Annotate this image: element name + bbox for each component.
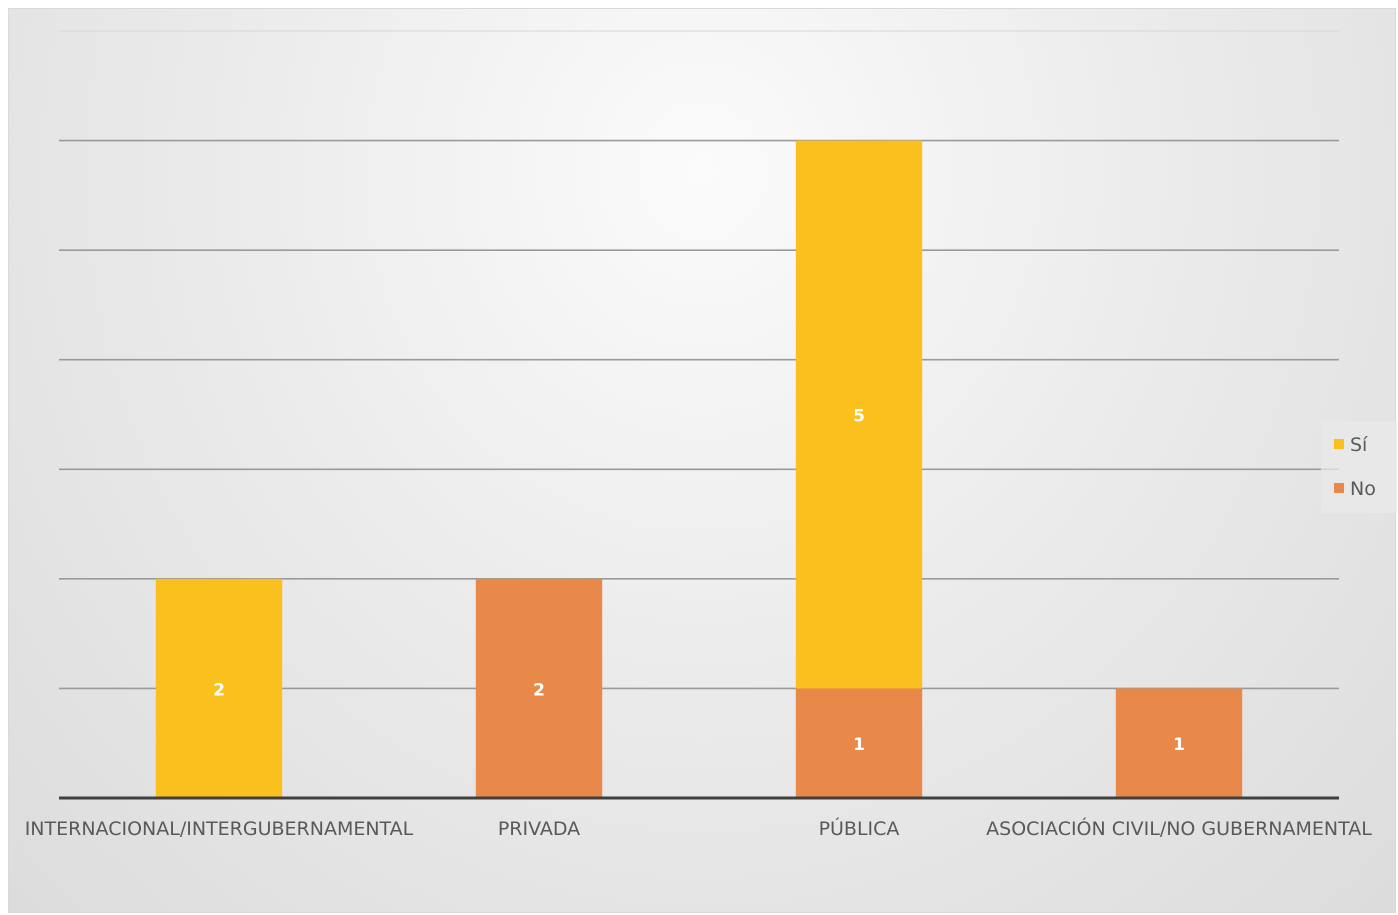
x-tick-labels: INTERNACIONAL/INTERGUBERNAMENTAL PRIVADA P… xyxy=(25,816,1373,840)
x-tick-label-privada: PRIVADA xyxy=(498,818,580,840)
data-label-internacional-intergubernamental-si: 2 xyxy=(213,680,225,700)
legend-label-si: Sí xyxy=(1350,434,1368,456)
data-labels: 2 2 1 5 1 xyxy=(213,407,1185,756)
legend: Sí No xyxy=(1321,421,1397,513)
stacked-bar-chart: 2 2 1 5 1 INTERNACIONAL/INTERGUBERNAMENTAL PR… xyxy=(25,30,1397,840)
legend-box xyxy=(1321,421,1397,513)
x-tick-label-internacional-intergubernamental: INTERNACIONAL/INTERGUBERNAMENTAL xyxy=(25,818,414,840)
bars xyxy=(155,140,1243,798)
data-label-privada-no: 2 xyxy=(533,680,545,700)
x-tick-label-asociacion-civil-no-gubernamental: ASOCIACIÓN CIVIL/NO GUBERNAMENTAL xyxy=(986,816,1372,840)
legend-label-no: No xyxy=(1350,478,1376,500)
bar-asociacion-civil-no-gubernamental-no xyxy=(1115,688,1243,798)
bar-publica-no xyxy=(795,688,923,798)
data-label-asociacion-civil-no-gubernamental-no: 1 xyxy=(1173,735,1185,755)
data-label-publica-no: 1 xyxy=(853,735,865,755)
bar-publica-si xyxy=(795,140,923,689)
bar-privada-no xyxy=(475,578,603,798)
bar-internacional-intergubernamental-si xyxy=(155,578,283,798)
data-label-publica-si: 5 xyxy=(853,407,865,427)
legend-swatch-no xyxy=(1334,483,1344,493)
legend-swatch-si xyxy=(1334,439,1344,449)
chart-area: 2 2 1 5 1 INTERNACIONAL/INTERGUBERNAMENTAL PR… xyxy=(8,8,1397,913)
x-tick-label-publica: PÚBLICA xyxy=(819,816,900,840)
